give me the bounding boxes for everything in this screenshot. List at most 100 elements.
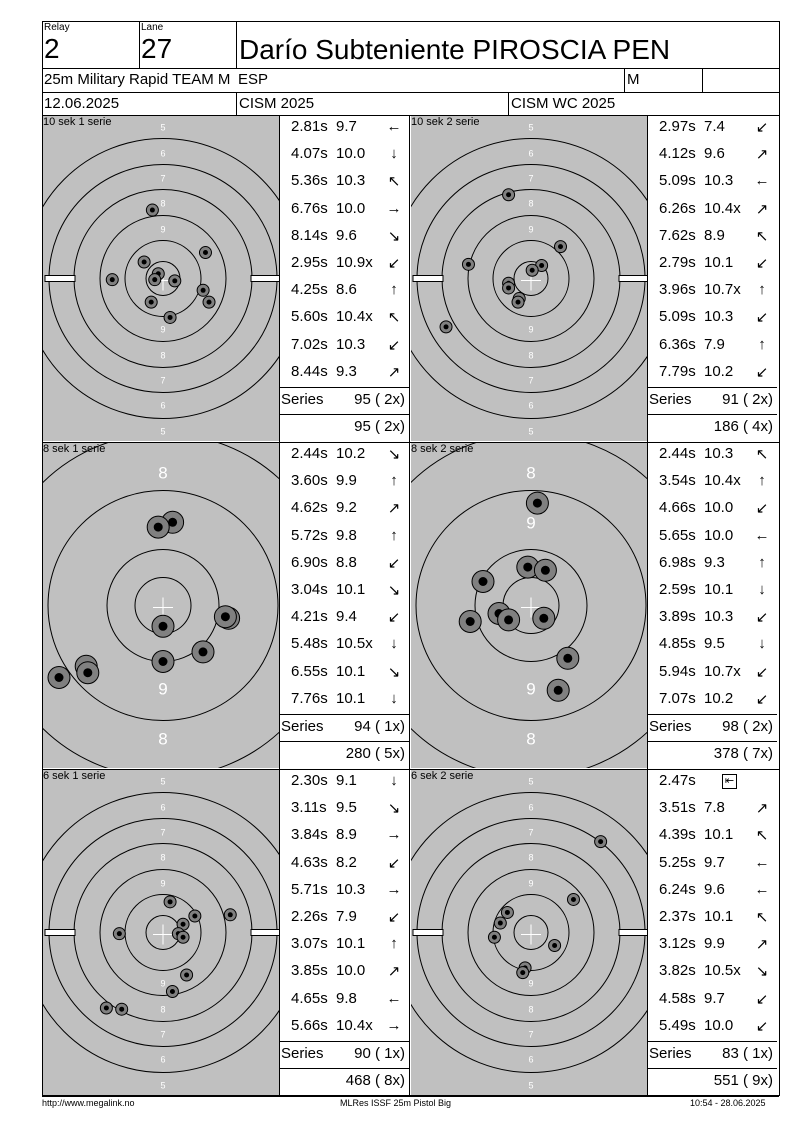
shot-hole: [163, 895, 177, 909]
shot-time: 2.44s: [291, 445, 328, 462]
shot-hole: [458, 610, 482, 633]
shot-time: 5.60s: [291, 308, 328, 326]
shot-hole: [213, 605, 237, 629]
ring-number: 9: [526, 680, 535, 699]
header-rule-1: [42, 68, 779, 69]
ring-number: 8: [526, 464, 535, 483]
list-right-border: [409, 769, 410, 1096]
series-sum-value: 98 ( 2x): [722, 718, 773, 735]
shot-hole: [151, 650, 175, 673]
ring-number: 6: [528, 803, 533, 813]
shot-score: 8.9: [704, 226, 725, 244]
match-name: CISM WC 2025: [511, 95, 616, 112]
ring-number: 5: [160, 1081, 165, 1091]
shot-time: 5.71s: [291, 880, 328, 898]
aiming-marker: [44, 275, 76, 282]
header-divider-date: [236, 92, 237, 115]
shot-hole: [223, 908, 237, 922]
shot-time: 5.72s: [291, 526, 328, 544]
header-top-rule: [42, 21, 779, 22]
shot-hole: [145, 203, 159, 217]
ring-number: 9: [160, 879, 165, 889]
shot-direction-icon: ←: [754, 526, 770, 544]
shot-direction-icon: ↓: [758, 581, 766, 598]
shot-direction-icon: ↙: [755, 990, 769, 1008]
shot-direction-icon: ↙: [387, 255, 401, 272]
shot-hole: [202, 295, 216, 309]
shot-direction-icon: ↑: [390, 935, 398, 953]
shot-direction-icon: ↓: [390, 145, 398, 163]
shot-score: 10.0: [336, 962, 366, 980]
ring-number: 7: [160, 1030, 165, 1040]
shot-score: 10.0: [704, 1016, 734, 1034]
panel-row-rule: [42, 1096, 779, 1097]
shot-score: 8.6: [336, 281, 357, 299]
shot-score: 10.3: [336, 335, 366, 353]
shot-direction-icon: ↖: [387, 173, 401, 191]
shot-score: 10.3: [336, 880, 366, 898]
shot-score: 9.3: [336, 362, 357, 380]
shot-hole: [163, 310, 177, 324]
shot-time: 5.09s: [659, 308, 696, 326]
ring-number: 8: [528, 199, 533, 209]
shot-direction-icon: ↗: [387, 963, 401, 981]
shot-hole: [165, 985, 179, 998]
score-ring: [474, 549, 588, 662]
ring-number: 5: [160, 427, 165, 437]
series-rule: [647, 714, 777, 715]
ring-number: 8: [528, 1005, 533, 1015]
shot-score: 10.9x: [336, 254, 373, 271]
shot-hole: [471, 570, 495, 593]
header-rule-3: [42, 115, 779, 116]
score-ring: [492, 240, 570, 317]
shot-score: 9.5: [704, 635, 725, 653]
shot-direction-icon: →: [386, 880, 402, 898]
sheet-bottom-rule: [42, 1095, 780, 1096]
shot-hole: [76, 661, 100, 685]
shot-time: 4.07s: [291, 145, 328, 163]
shot-direction-icon: ↙: [387, 909, 401, 926]
shot-time: 6.36s: [659, 335, 696, 353]
shot-time: 4.85s: [659, 635, 696, 653]
header-rule-2: [42, 92, 779, 93]
series-sum-label: Series: [281, 391, 324, 408]
shot-time: 3.04s: [291, 581, 328, 598]
ring-number: 5: [160, 777, 165, 787]
shot-time: 2.26s: [291, 908, 328, 925]
shot-score: 10.5x: [704, 962, 741, 980]
series-label: 10 sek 2 serie: [411, 116, 480, 128]
score-ring: [43, 792, 279, 1073]
series-sum-label: Series: [281, 1045, 324, 1062]
shot-hole: [137, 255, 151, 269]
shot-score: 10.1: [336, 581, 366, 598]
shot-score: 10.2: [704, 362, 734, 380]
shot-score: 9.9: [336, 472, 357, 490]
shot-time: 4.25s: [291, 281, 328, 299]
shot-direction-icon: ↑: [390, 526, 398, 544]
nation-code: ESP: [237, 71, 269, 88]
header-divider-gender: [702, 68, 703, 92]
series-rule: [279, 714, 409, 715]
shot-time: 4.65s: [291, 989, 328, 1007]
shot-score: 9.1: [336, 772, 357, 789]
shot-score: 10.1: [704, 581, 734, 598]
shot-hole: [487, 930, 501, 944]
ring-number: 7: [528, 1030, 533, 1040]
shot-time: 4.58s: [659, 989, 696, 1007]
aiming-marker: [412, 275, 444, 282]
ring-number: 8: [528, 853, 533, 863]
shot-score: 10.4x: [704, 472, 741, 490]
list-left-border: [647, 769, 648, 1096]
series-rule: [279, 1041, 409, 1042]
event-name: 25m Military Rapid TEAM M: [44, 71, 231, 88]
shot-hole: [196, 283, 210, 297]
shot-direction-icon: ↙: [755, 309, 769, 327]
shot-score: 8.9: [336, 826, 357, 844]
shot-score: 10.7x: [704, 662, 741, 680]
series-rule: [279, 387, 409, 388]
shot-time: 6.90s: [291, 553, 328, 571]
ring-number: 6: [160, 401, 165, 411]
ring-number: 6: [528, 401, 533, 411]
shot-score: 9.8: [336, 989, 357, 1007]
